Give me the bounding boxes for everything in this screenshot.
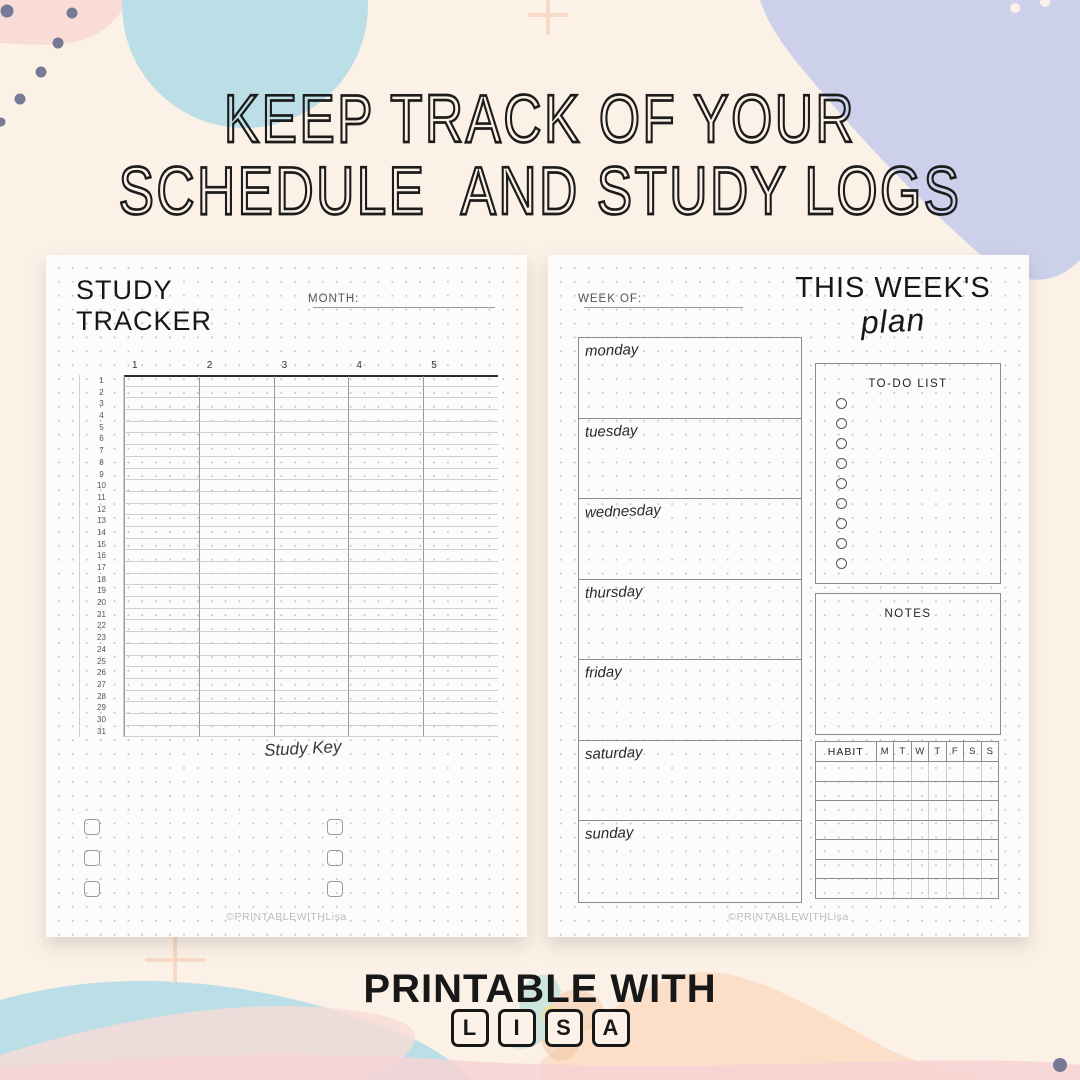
svg-text:SCHEDULE AND STUDY LOGS: SCHEDULE AND STUDY LOGS [119,153,962,229]
svg-text:KEEP TRACK OF YOUR: KEEP TRACK OF YOUR [224,81,856,157]
